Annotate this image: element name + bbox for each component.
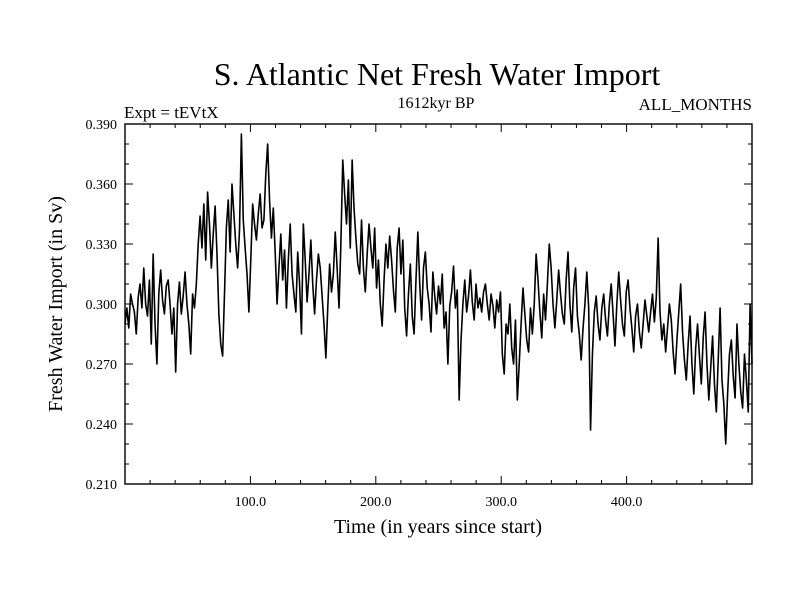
x-tick-label: 200.0 <box>360 495 392 510</box>
chart-title: S. Atlantic Net Fresh Water Import <box>214 56 661 92</box>
y-tick-label: 0.330 <box>86 238 118 253</box>
y-tick-label: 0.360 <box>86 178 118 193</box>
epoch-label: 1612kyr BP <box>398 95 475 112</box>
experiment-label: Expt = tEVtX <box>124 103 219 122</box>
series-line <box>124 133 753 445</box>
y-tick-label: 0.270 <box>86 358 118 373</box>
x-tick-label: 300.0 <box>485 495 517 510</box>
y-tick-label: 0.240 <box>86 418 118 433</box>
x-axis-title: Time (in years since start) <box>334 516 542 538</box>
x-tick-label: 100.0 <box>235 495 267 510</box>
y-tick-label: 0.300 <box>86 298 118 313</box>
plot-area <box>124 133 753 445</box>
y-axis-title: Fresh Water Import (in Sv) <box>45 196 67 412</box>
y-tick-label: 0.210 <box>86 478 118 493</box>
y-tick-label: 0.390 <box>86 118 118 133</box>
y-axis: 0.210 0.240 0.270 0.300 0.330 0.360 0.390 <box>86 118 752 493</box>
x-axis: 100.0 200.0 300.0 400.0 <box>149 124 728 510</box>
months-label: ALL_MONTHS <box>639 95 752 114</box>
plot-frame <box>124 123 753 485</box>
x-tick-label: 400.0 <box>611 495 643 510</box>
